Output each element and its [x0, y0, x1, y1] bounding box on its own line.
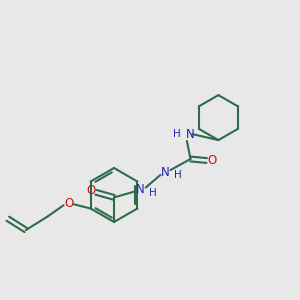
Text: H: H: [174, 170, 182, 181]
Text: H: H: [173, 129, 181, 139]
Text: N: N: [185, 128, 194, 141]
Text: O: O: [208, 154, 217, 167]
Text: H: H: [149, 188, 157, 198]
Text: N: N: [136, 183, 145, 196]
Text: O: O: [86, 184, 95, 197]
Text: N: N: [160, 166, 169, 179]
Text: O: O: [64, 196, 74, 210]
